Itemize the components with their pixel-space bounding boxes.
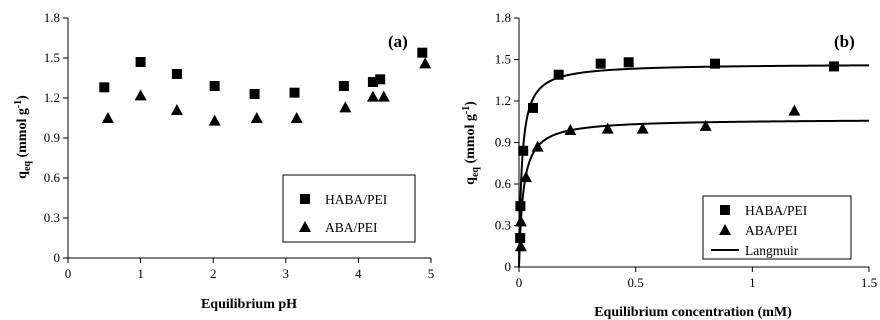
x-tick-label: 1	[749, 275, 756, 290]
haba-pei-point	[710, 58, 720, 69]
y-tick-label: 1.5	[44, 50, 60, 65]
legend-label: HABA/PEI	[745, 203, 808, 218]
y-tick-label: 0	[54, 250, 61, 265]
y-tick-label: 0.9	[44, 130, 60, 145]
aba-pei-point	[366, 90, 379, 102]
aba-pei-point	[170, 104, 183, 115]
aba-pei-point	[419, 57, 432, 69]
haba-pei-point	[289, 87, 300, 98]
panel-b-chart: qeq (mmol g-1) Equilibrium concentration…	[461, 10, 877, 320]
haba-pei-point	[623, 57, 634, 68]
haba-pei-point	[553, 69, 564, 80]
legend: HABA/PEI ABA/PEI	[282, 174, 416, 243]
haba-pei-point	[518, 145, 529, 156]
haba-pei-point	[171, 69, 182, 79]
y-tick-label: 0.6	[44, 170, 61, 185]
x-tick-label: 4	[355, 266, 362, 281]
aba-pei-point	[514, 240, 527, 252]
aba-pei-point	[290, 112, 303, 123]
legend: HABA/PEI ABA/PEI Langmuir	[702, 195, 852, 260]
haba-pei-point	[375, 74, 386, 85]
x-tick-label: 0.5	[628, 275, 644, 290]
aba-pei-point	[339, 101, 352, 113]
y-tick-label: 1.2	[495, 93, 511, 108]
x-tick-label: 0	[65, 266, 72, 281]
haba-pei-point	[338, 81, 349, 91]
legend-label: Langmuir	[745, 243, 799, 258]
haba-pei-point	[515, 201, 526, 212]
y-tick-label: 0.6	[495, 176, 512, 191]
haba-pei-point	[249, 89, 260, 99]
haba-pei-point	[135, 57, 146, 67]
y-tick-label: 0	[505, 259, 512, 274]
haba-pei-point	[209, 81, 220, 91]
legend-triangle-swatch	[299, 221, 311, 232]
x-tick-label: 0	[516, 275, 523, 290]
legend-label: ABA/PEI	[745, 223, 798, 238]
haba-pei-point	[367, 77, 378, 87]
y-tick-label: 0.9	[495, 135, 511, 150]
aba-pei-point	[377, 90, 390, 102]
aba-pei-point	[699, 119, 712, 131]
panel-a-label: (a)	[388, 32, 408, 51]
haba-pei-point	[99, 82, 110, 93]
haba-pei-point	[515, 232, 526, 243]
y-tick-label: 1.2	[44, 90, 60, 105]
y-tick-label: 0.3	[44, 210, 60, 225]
aba-pei-point	[636, 122, 649, 134]
legend-triangle-swatch	[719, 224, 731, 235]
aba-pei-point	[208, 114, 221, 126]
aba-pei-point	[531, 140, 544, 152]
legend-square-swatch	[300, 194, 310, 204]
panel-b-x-axis-title: Equilibrium concentration (mM)	[594, 305, 792, 320]
x-tick-label: 1.5	[861, 275, 877, 290]
aba-pei-point	[520, 171, 532, 183]
legend-square-swatch	[720, 205, 730, 215]
y-tick-label: 0.3	[495, 218, 511, 233]
y-tick-label: 1.5	[495, 52, 511, 67]
aba-pei-point	[564, 124, 577, 136]
y-tick-label: 1.8	[495, 10, 511, 25]
aba-pei-point	[134, 89, 147, 101]
aba-pei-point	[601, 122, 614, 134]
legend-label: HABA/PEI	[325, 192, 388, 207]
haba-pei-point	[829, 61, 839, 72]
aba-pei-point	[514, 215, 527, 227]
panel-a-y-axis-title: qeq (mmol g-1)	[13, 95, 33, 179]
panel-a-x-axis-title: Equilibrium pH	[201, 297, 297, 312]
aba-pei-point	[788, 104, 801, 116]
haba-pei-point	[417, 47, 428, 58]
panel-b-y-axis-title: qeq (mmol g-1)	[461, 101, 481, 185]
legend-label: ABA/PEI	[325, 220, 378, 235]
x-tick-label: 5	[428, 266, 435, 281]
y-tick-label: 1.8	[44, 10, 60, 25]
aba-pei-point	[101, 112, 114, 123]
haba-pei-point	[595, 58, 606, 69]
x-tick-label: 2	[210, 266, 217, 281]
x-tick-label: 1	[137, 266, 144, 281]
panel-a-chart: qeq (mmol g-1) Equilibrium pH (a) 0 0.3 0.…	[13, 10, 434, 312]
haba-pei-point	[528, 102, 538, 113]
x-tick-label: 3	[283, 266, 290, 281]
panel-b-label: (b)	[834, 32, 855, 51]
aba-pei-point	[250, 112, 263, 123]
